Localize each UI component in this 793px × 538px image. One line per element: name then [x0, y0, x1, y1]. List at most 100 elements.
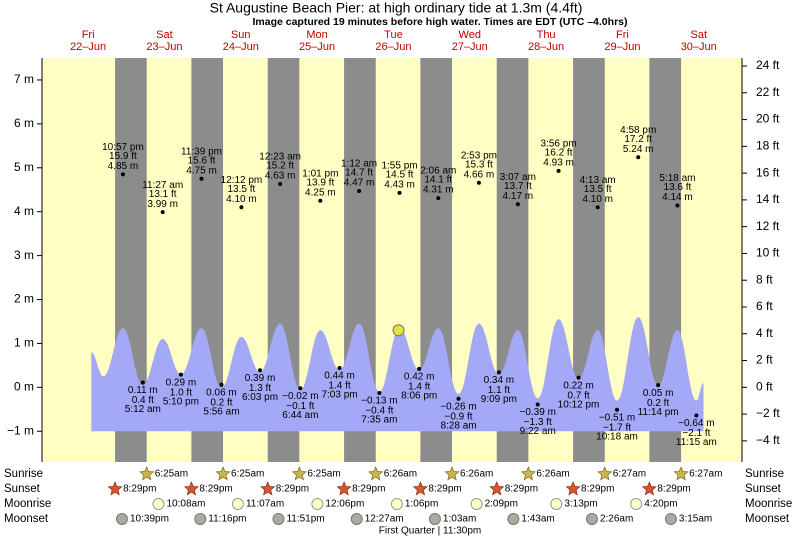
row-label: Sunrise	[745, 468, 784, 480]
high-tide-time: 2:06 am	[420, 166, 456, 177]
y-tick-label: 7 m	[14, 72, 34, 86]
moonset-time: 3:15am	[679, 514, 712, 525]
sunset-time: 8:29pm	[123, 484, 156, 495]
high-tide-dot	[397, 190, 402, 195]
y2-tick-label: 6 ft	[756, 299, 773, 313]
low-tide-m: 0.05 m	[643, 388, 674, 399]
moonrise-time: 3:13pm	[564, 499, 597, 510]
sunset-time: 8:29pm	[428, 484, 461, 495]
moonrise-icon	[470, 498, 483, 510]
high-tide-m: 4.63 m	[265, 171, 296, 182]
low-tide-m: −0.39 m	[520, 407, 556, 418]
moonset-icon	[585, 513, 598, 525]
high-tide-time: 1:55 pm	[381, 160, 417, 171]
high-tide-time: 2:53 pm	[461, 150, 497, 161]
low-tide-m: −0.26 m	[440, 401, 476, 412]
row-label: Sunset	[4, 483, 41, 495]
low-tide-ft: 0.2 ft	[210, 397, 232, 408]
row-label: Moonset	[745, 513, 790, 525]
moonset-time: 10:39pm	[130, 514, 169, 525]
high-tide-time: 3:07 am	[500, 172, 536, 183]
sunrise-time: 6:25am	[231, 469, 264, 480]
high-tide-time: 10:57 pm	[102, 142, 144, 153]
sunset-time: 8:29pm	[505, 484, 538, 495]
low-tide-m: −0.64 m	[678, 418, 714, 429]
sunrise-icon	[520, 466, 536, 481]
low-tide-m: −0.51 m	[599, 412, 635, 423]
high-tide-ft: 13.5 ft	[584, 184, 612, 195]
low-tide-m: 0.06 m	[206, 387, 237, 398]
y-tick-label: 0 m	[14, 380, 34, 394]
high-tide-m: 5.24 m	[623, 144, 654, 155]
low-tide-time: 10:18 am	[596, 431, 638, 442]
y-tick-label: 2 m	[14, 292, 34, 306]
low-tide-m: −0.02 m	[282, 391, 318, 402]
high-tide-ft: 15.6 ft	[188, 155, 216, 166]
row-label: Sunset	[745, 483, 782, 495]
high-tide-m: 4.43 m	[384, 179, 415, 190]
high-tide-m: 4.14 m	[662, 192, 693, 203]
high-tide-ft: 16.2 ft	[545, 147, 573, 158]
low-tide-m: 0.29 m	[166, 377, 197, 388]
low-tide-time: 5:56 am	[203, 406, 239, 417]
moonrise-icon	[152, 498, 165, 510]
y2-tick-label: 2 ft	[756, 353, 773, 367]
low-tide-time: 9:22 am	[520, 426, 556, 437]
low-tide-m: 0.22 m	[563, 380, 594, 391]
moonrise-icon	[390, 498, 403, 510]
low-tide-dot	[576, 375, 581, 380]
high-tide-time: 1:01 pm	[302, 168, 338, 179]
high-tide-time: 1:12 am	[341, 159, 377, 170]
row-label: Sunrise	[4, 468, 43, 480]
moonset-icon	[272, 513, 285, 525]
y2-tick-label: 18 ft	[756, 139, 780, 153]
day-name: Sat	[690, 29, 707, 41]
high-tide-ft: 15.3 ft	[465, 159, 493, 170]
high-tide-time: 11:27 am	[142, 180, 183, 191]
y2-tick-label: 0 ft	[756, 379, 773, 393]
sunrise-icon	[291, 466, 307, 481]
day-name: Wed	[459, 29, 481, 41]
day-name: Fri	[82, 29, 95, 41]
sunrise-time: 6:26am	[536, 469, 569, 480]
low-tide-dot	[258, 368, 263, 373]
low-tide-ft: 1.3 ft	[249, 383, 271, 394]
high-tide-m: 4.93 m	[543, 157, 574, 168]
sunrise-time: 6:25am	[307, 469, 340, 480]
low-tide-ft: 1.4 ft	[408, 382, 430, 393]
y2-tick-label: 16 ft	[756, 165, 780, 179]
row-label: Moonrise	[4, 498, 51, 510]
day-name: Sat	[156, 29, 173, 41]
sunset-time: 8:29pm	[276, 484, 309, 495]
moonrise-icon	[630, 498, 643, 510]
low-tide-time: 7:03 pm	[321, 390, 357, 401]
day-date: 24–Jun	[223, 41, 259, 53]
low-tide-ft: 1.4 ft	[328, 381, 350, 392]
sunrise-icon	[597, 466, 613, 481]
low-tide-dot	[298, 386, 303, 391]
high-tide-m: 4.25 m	[305, 187, 336, 198]
day-name: Tue	[384, 29, 403, 41]
day-date: 29–Jun	[604, 41, 640, 53]
low-tide-time: 11:14 pm	[638, 407, 679, 418]
y2-tick-label: 12 ft	[756, 219, 780, 233]
sunrise-time: 6:25am	[155, 469, 188, 480]
high-tide-dot	[636, 155, 641, 160]
y-tick-label: 4 m	[14, 204, 34, 218]
low-tide-dot	[656, 383, 661, 388]
low-tide-ft: 0.7 ft	[567, 390, 589, 401]
day-date: 28–Jun	[528, 41, 564, 53]
moonset-time: 1:43am	[521, 514, 554, 525]
day-date: 30–Jun	[681, 41, 717, 53]
moonrise-time: 10:08am	[166, 499, 205, 510]
row-label: Moonrise	[745, 498, 792, 510]
moonrise-icon	[550, 498, 563, 510]
high-tide-dot	[595, 205, 600, 210]
sunrise-icon	[215, 466, 231, 481]
chart-title: St Augustine Beach Pier: at high ordinar…	[210, 0, 583, 16]
high-tide-time: 11:39 pm	[181, 146, 222, 157]
y-tick-label: −1 m	[7, 423, 34, 437]
sunrise-time: 6:26am	[384, 469, 417, 480]
moonrise-icon	[311, 498, 324, 510]
